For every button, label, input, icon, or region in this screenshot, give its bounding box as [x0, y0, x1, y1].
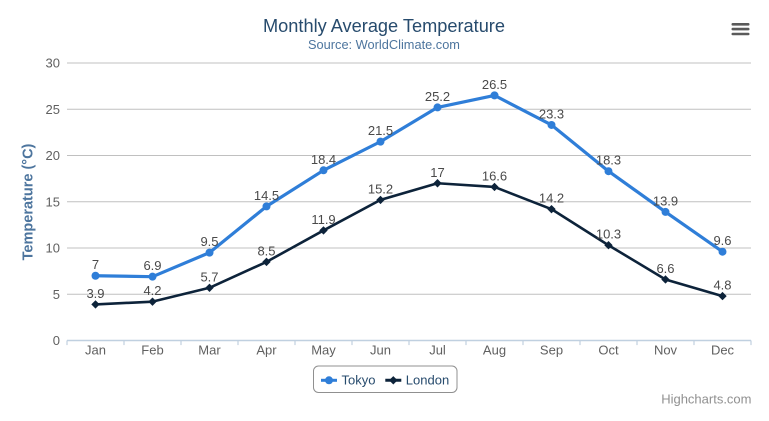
svg-text:5: 5 [53, 287, 60, 302]
svg-text:Apr: Apr [256, 342, 277, 357]
svg-text:15: 15 [46, 194, 60, 209]
svg-text:Jun: Jun [370, 342, 391, 357]
svg-text:4.8: 4.8 [713, 278, 731, 293]
svg-text:18.4: 18.4 [311, 152, 336, 167]
svg-text:Tokyo: Tokyo [342, 372, 376, 387]
svg-text:21.5: 21.5 [368, 123, 393, 138]
svg-text:May: May [311, 342, 336, 357]
svg-text:8.5: 8.5 [257, 243, 275, 258]
svg-text:15.2: 15.2 [368, 181, 393, 196]
svg-text:Mar: Mar [198, 342, 221, 357]
svg-text:3.9: 3.9 [86, 286, 104, 301]
svg-text:25: 25 [46, 102, 60, 117]
svg-text:0: 0 [53, 333, 60, 348]
svg-text:14.5: 14.5 [254, 188, 279, 203]
svg-text:6.6: 6.6 [656, 261, 674, 276]
svg-text:Nov: Nov [654, 342, 678, 357]
svg-text:7: 7 [92, 257, 99, 272]
svg-text:17: 17 [430, 165, 444, 180]
svg-text:26.5: 26.5 [482, 77, 507, 92]
svg-text:9.5: 9.5 [200, 234, 218, 249]
svg-text:18.3: 18.3 [596, 153, 621, 168]
svg-text:11.9: 11.9 [311, 212, 335, 227]
svg-text:Oct: Oct [598, 342, 619, 357]
svg-text:Highcharts.com: Highcharts.com [661, 392, 751, 407]
svg-text:16.6: 16.6 [482, 168, 507, 183]
svg-text:Aug: Aug [483, 342, 506, 357]
svg-text:Sep: Sep [540, 342, 563, 357]
svg-text:Monthly Average Temperature: Monthly Average Temperature [263, 16, 505, 36]
svg-text:Feb: Feb [141, 342, 163, 357]
svg-text:London: London [406, 372, 449, 387]
svg-text:10: 10 [46, 241, 60, 256]
svg-text:4.2: 4.2 [143, 283, 161, 298]
svg-text:Source: WorldClimate.com: Source: WorldClimate.com [308, 37, 460, 52]
svg-text:Jan: Jan [85, 342, 106, 357]
svg-text:10.3: 10.3 [596, 227, 621, 242]
svg-text:Jul: Jul [429, 342, 446, 357]
svg-text:14.2: 14.2 [539, 191, 564, 206]
svg-text:13.9: 13.9 [653, 193, 678, 208]
svg-text:5.7: 5.7 [200, 269, 218, 284]
svg-text:25.2: 25.2 [425, 89, 450, 104]
svg-text:23.3: 23.3 [539, 107, 564, 122]
svg-text:9.6: 9.6 [713, 233, 731, 248]
svg-text:6.9: 6.9 [143, 258, 161, 273]
svg-text:Temperature (°C): Temperature (°C) [20, 143, 36, 260]
svg-text:30: 30 [46, 56, 60, 71]
svg-text:Dec: Dec [711, 342, 735, 357]
svg-text:20: 20 [46, 148, 60, 163]
